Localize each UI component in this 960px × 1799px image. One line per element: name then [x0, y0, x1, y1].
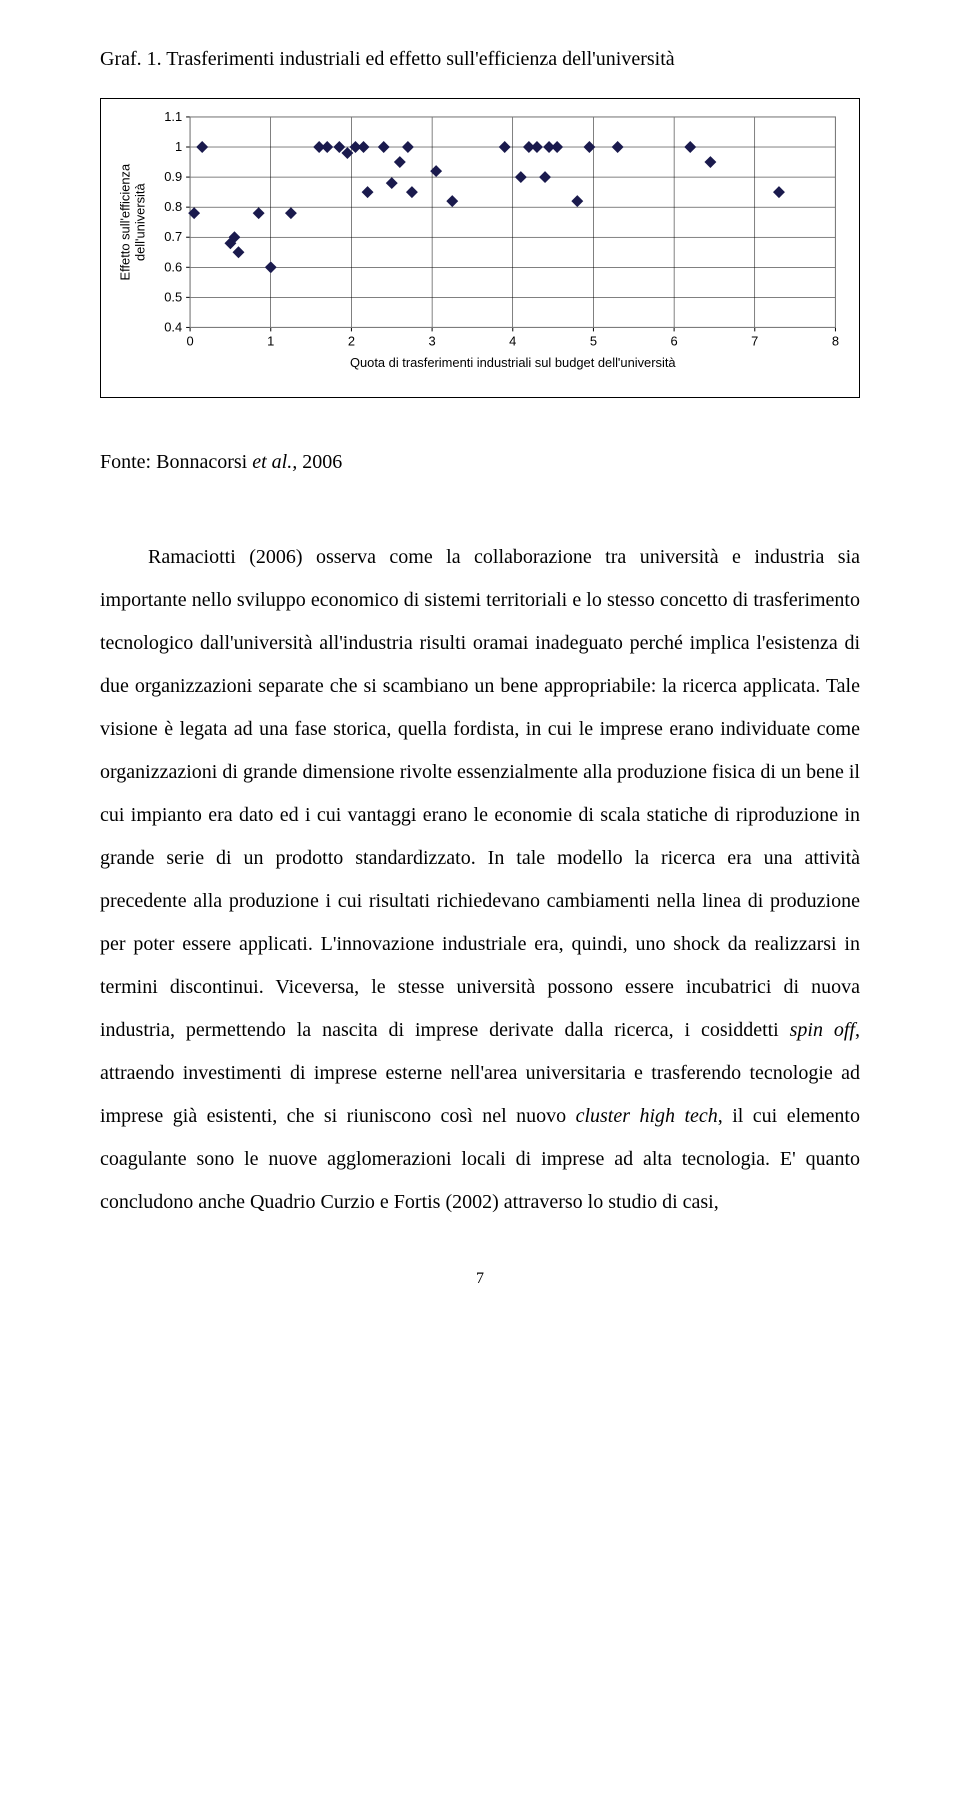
svg-text:Effetto sull'efficienzadell'un: Effetto sull'efficienzadell'università: [118, 163, 148, 280]
svg-text:8: 8: [832, 333, 839, 348]
chart-title: Graf. 1. Trasferimenti industriali ed ef…: [100, 40, 860, 78]
scatter-chart: 0.4 0.5 0.6 0.7 0.8 0.9 1 1.1 0 1 2 3 4 5 6 7 8 Quota di …: [111, 109, 849, 387]
svg-text:0.7: 0.7: [164, 229, 182, 244]
svg-text:1: 1: [175, 139, 182, 154]
body-paragraph: Ramaciotti (2006) osserva come la collab…: [100, 536, 860, 1224]
svg-text:7: 7: [751, 333, 758, 348]
source-prefix: Fonte: Bonnacorsi: [100, 451, 252, 473]
term-spin-off: spin off: [790, 1019, 855, 1041]
svg-text:0.4: 0.4: [164, 319, 182, 334]
para-text-1: Ramaciotti (2006) osserva come la collab…: [100, 546, 860, 1041]
svg-text:0.8: 0.8: [164, 199, 182, 214]
svg-text:4: 4: [509, 333, 516, 348]
svg-text:3: 3: [429, 333, 436, 348]
page-number: 7: [100, 1264, 860, 1294]
svg-text:0.5: 0.5: [164, 289, 182, 304]
svg-text:5: 5: [590, 333, 597, 348]
svg-text:1.1: 1.1: [164, 109, 182, 124]
svg-text:0.6: 0.6: [164, 259, 182, 274]
svg-text:Quota di trasferimenti industr: Quota di trasferimenti industriali sul b…: [350, 355, 676, 370]
svg-text:0: 0: [186, 333, 193, 348]
chart-source: Fonte: Bonnacorsi et al., 2006: [100, 443, 860, 481]
svg-text:1: 1: [267, 333, 274, 348]
term-cluster: cluster high tech: [576, 1105, 718, 1127]
chart-container: 0.4 0.5 0.6 0.7 0.8 0.9 1 1.1 0 1 2 3 4 5 6 7 8 Quota di …: [100, 98, 860, 398]
svg-text:0.9: 0.9: [164, 169, 182, 184]
source-et-al: et al.,: [252, 451, 302, 473]
svg-text:2: 2: [348, 333, 355, 348]
svg-text:6: 6: [671, 333, 678, 348]
source-year: 2006: [302, 451, 342, 473]
